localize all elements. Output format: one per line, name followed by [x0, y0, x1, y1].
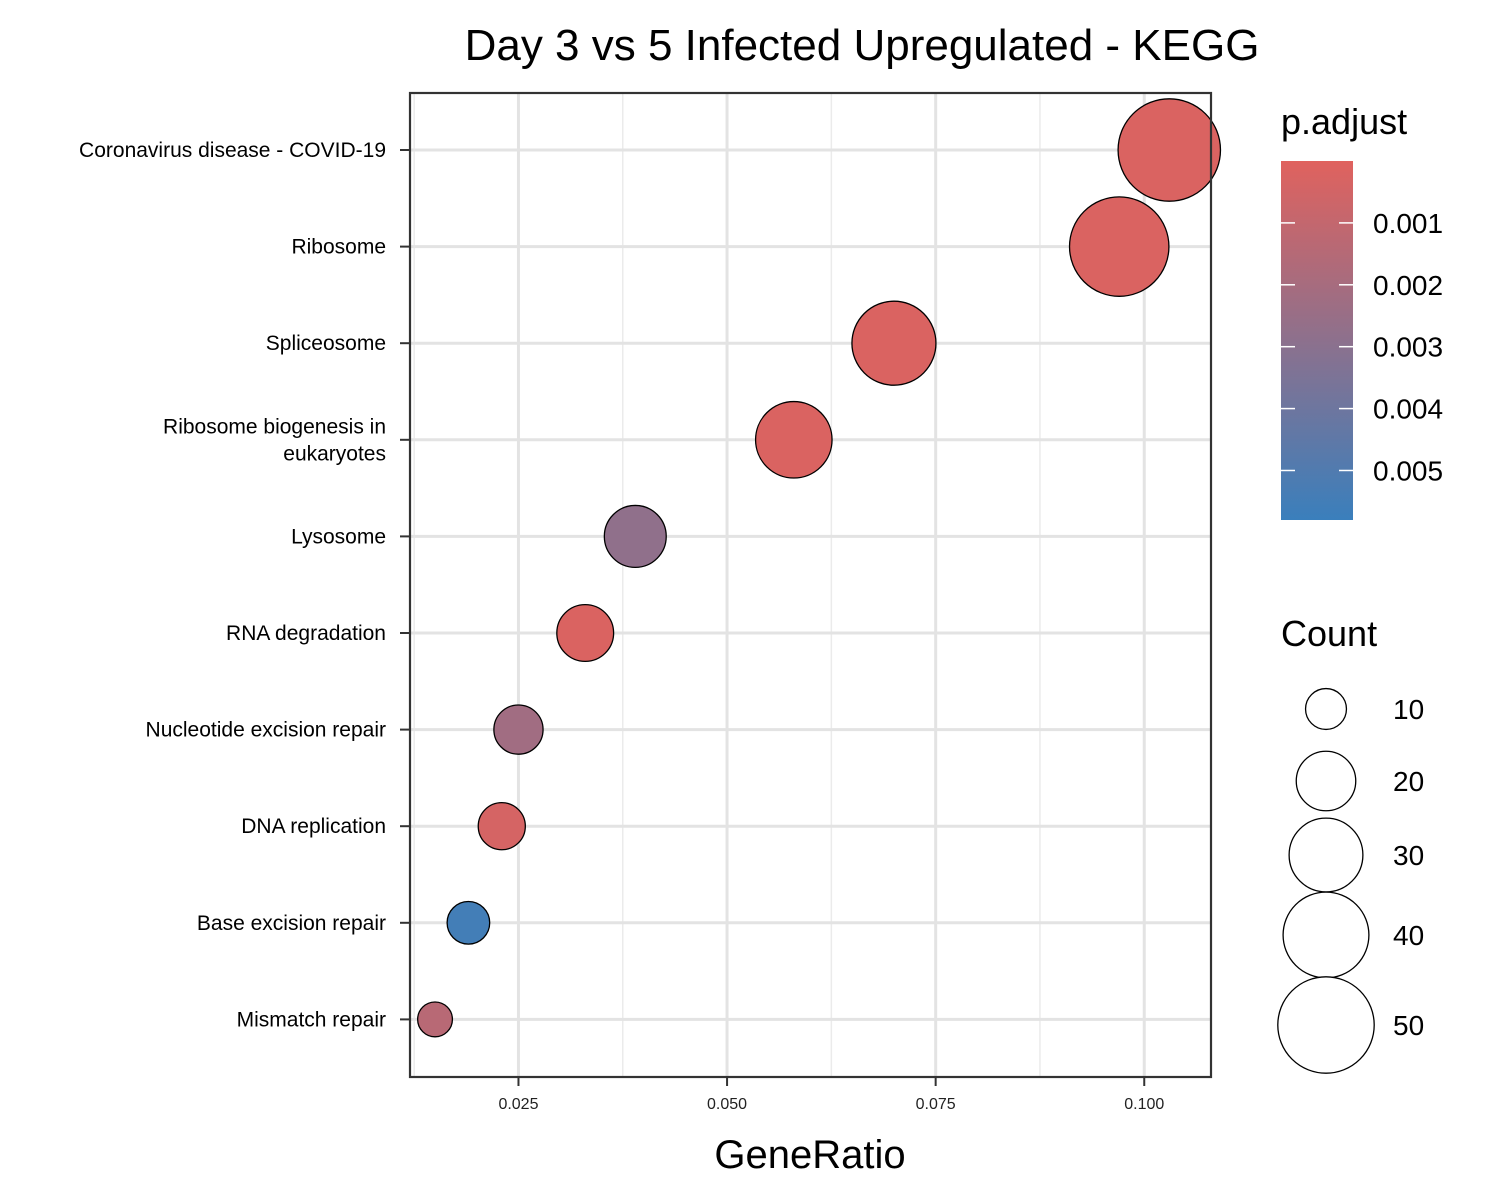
x-tick-label: 0.025 — [498, 1096, 538, 1113]
x-tick-label: 0.075 — [916, 1096, 956, 1113]
size-legend-label: 10 — [1393, 694, 1424, 725]
data-point — [493, 704, 544, 755]
y-tick-label: eukaryotes — [283, 442, 386, 465]
legends: p.adjust 0.001 0.002 0.003 0.004 0.005 Count 10… — [1277, 101, 1443, 1074]
chart-title: Day 3 vs 5 Infected Upregulated - KEGG — [465, 21, 1260, 70]
data-point — [754, 400, 833, 479]
color-legend-label: 0.001 — [1373, 208, 1443, 239]
data-point — [1117, 98, 1222, 202]
size-legend-key — [1282, 891, 1370, 979]
size-legend-key — [1277, 976, 1375, 1074]
size-legend-key — [1288, 817, 1364, 893]
data-point — [477, 802, 526, 851]
y-tick-label: Nucleotide excision repair — [146, 719, 386, 742]
y-tick-label: Coronavirus disease - COVID-19 — [79, 139, 386, 162]
x-tick-label: 0.050 — [707, 1096, 747, 1113]
color-legend-title: p.adjust — [1281, 101, 1407, 142]
x-tick-label: 0.100 — [1124, 1096, 1164, 1113]
data-point — [1068, 196, 1170, 297]
size-legend-key — [1304, 687, 1348, 731]
axes: 0.025 0.050 0.075 0.100 Coronavirus disease … — [79, 91, 1213, 1113]
size-legend-label: 30 — [1393, 840, 1424, 871]
data-point — [416, 1001, 454, 1038]
size-legend-label: 20 — [1393, 766, 1424, 797]
data-point — [556, 603, 615, 663]
y-tick-label: Base excision repair — [197, 912, 386, 935]
size-legend-label: 40 — [1393, 920, 1424, 951]
data-point — [603, 504, 667, 568]
color-legend-label: 0.005 — [1373, 455, 1443, 486]
y-tick-label: Ribosome — [291, 236, 386, 259]
y-tick-label: Ribosome biogenesis in — [163, 415, 386, 438]
color-legend-label: 0.004 — [1373, 394, 1443, 425]
color-legend-label: 0.003 — [1373, 332, 1443, 363]
data-point — [446, 900, 491, 945]
data-point — [851, 300, 937, 386]
color-bar — [1281, 161, 1353, 520]
size-legend-label: 50 — [1393, 1010, 1424, 1041]
size-legend-title: Count — [1281, 613, 1377, 654]
y-tick-label: DNA replication — [241, 815, 386, 838]
y-tick-label: RNA degradation — [226, 622, 386, 645]
x-axis-label: GeneRatio — [714, 1133, 905, 1177]
size-legend-key — [1295, 750, 1357, 812]
data-points — [416, 98, 1222, 1038]
y-tick-label: Lysosome — [291, 525, 386, 548]
color-legend-label: 0.002 — [1373, 270, 1443, 301]
y-tick-label: Mismatch repair — [237, 1008, 386, 1031]
panel-border — [408, 91, 1213, 1079]
y-tick-label: Spliceosome — [266, 332, 386, 355]
